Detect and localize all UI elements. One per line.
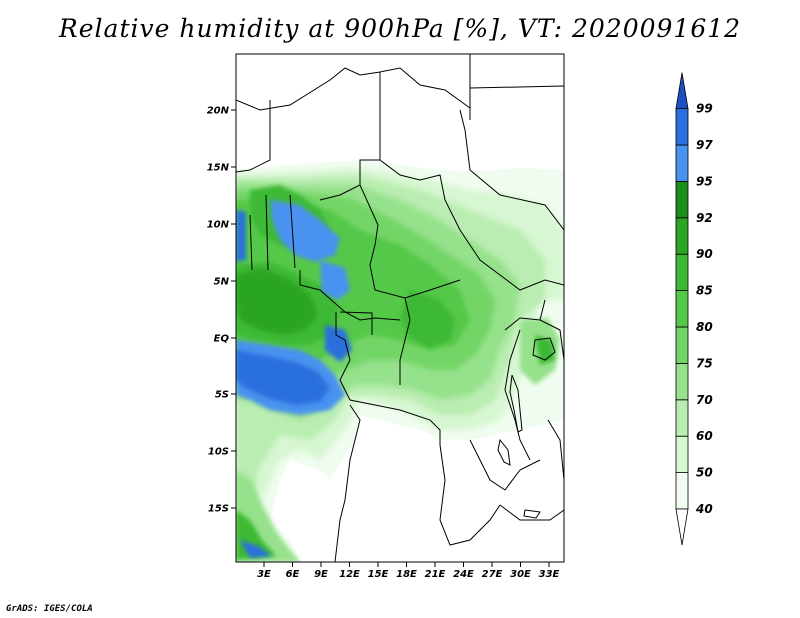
lon-tick-label: 15E [368,569,389,580]
colorbar-label: 75 [696,356,713,370]
lake-outlines [497,337,556,519]
colorbar-band [675,362,689,401]
colorbar-label: 60 [696,429,713,443]
lat-tick-label: 5N [214,277,230,288]
colorbar-band [675,108,689,146]
colorbar-label: 85 [696,284,713,298]
map-panel: 20N 15N 10N 5N EQ 5S 10S 15S 3E 6E 9E 12E 15E 18E 21E… [207,53,565,580]
map-frame [235,53,565,563]
colorbar-label: 70 [696,393,713,407]
lat-tick-label: 10N [207,220,230,231]
colorbar-band [675,253,689,291]
chart-title: Relative humidity at 900hPa [%], VT: 202… [58,14,742,43]
colorbar-label: 50 [696,466,713,480]
lat-tick-label: 15S [208,504,229,515]
colorbar-label: 95 [696,174,713,188]
lon-tick-label: 6E [286,569,300,580]
credit-label: GrADS: IGES/COLA [6,604,93,614]
colorbar-band [675,290,689,328]
colorbar-band [675,399,689,437]
colorbar-band [675,144,689,182]
colorbar-band [675,472,689,510]
colorbar-band [675,217,689,255]
colorbar-label: 99 [696,102,713,116]
longitude-axis: 3E 6E 9E 12E 15E 18E 21E 24E 27E 30E 33E [257,562,560,580]
latitude-axis: 20N 15N 10N 5N EQ 5S 10S 15S [207,106,236,515]
lon-tick-label: 33E [539,569,560,580]
country-borders [236,54,564,562]
lon-tick-label: 27E [482,569,503,580]
colorbar-label: 97 [696,138,713,152]
colorbar-label: 40 [695,502,713,516]
lat-tick-label: 10S [208,447,229,458]
colorbar-min-triangle [675,508,689,546]
lon-tick-label: 3E [257,569,271,580]
lat-tick-label: 15N [207,163,230,174]
colorbar-label: 90 [696,247,713,261]
colorbar-label: 92 [696,211,713,225]
colorbar-band [675,326,689,364]
lon-tick-label: 9E [314,569,328,580]
lon-tick-label: 24E [453,569,474,580]
lon-tick-label: 30E [510,569,531,580]
colorbar-max-triangle [675,72,689,109]
lon-tick-label: 18E [396,569,417,580]
colorbar-label: 80 [696,320,713,334]
colorbar: 40 50 60 70 75 80 85 90 92 95 97 99 [675,72,713,546]
lat-tick-label: EQ [214,334,230,345]
lon-tick-label: 21E [425,569,446,580]
colorbar-band [675,435,689,474]
lon-tick-label: 12E [339,569,360,580]
lat-tick-label: 20N [207,106,230,117]
lat-tick-label: 5S [215,390,229,401]
colorbar-band [675,180,689,219]
